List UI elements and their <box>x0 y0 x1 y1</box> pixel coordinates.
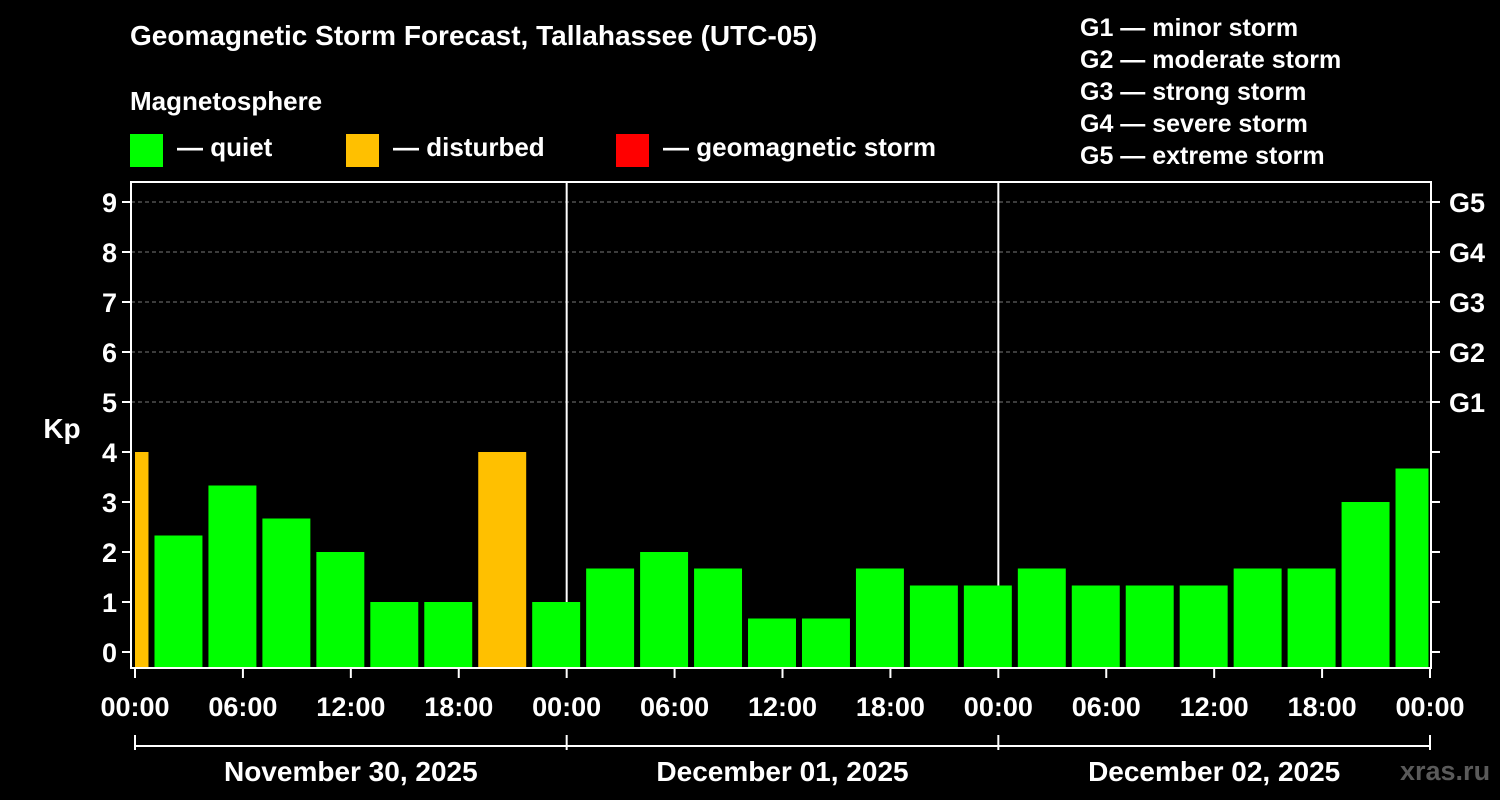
kp-bar-1 <box>154 535 203 668</box>
storm-level-g1: G1 — minor storm <box>1080 14 1299 42</box>
right-axis-label-G4: G4 <box>1449 238 1485 268</box>
chart-title: Geomagnetic Storm Forecast, Tallahassee … <box>130 20 818 51</box>
kp-bar-3 <box>262 518 311 668</box>
kp-bar-6 <box>424 602 473 668</box>
x-tick-label: 06:00 <box>208 692 277 722</box>
x-tick-label: 12:00 <box>316 692 385 722</box>
kp-bar-15 <box>909 585 958 668</box>
legend-label-quiet: — quiet <box>177 131 273 162</box>
x-tick-label: 12:00 <box>748 692 817 722</box>
legend-heading: Magnetosphere <box>130 86 323 116</box>
axes: 0 1 2 3 4 5 6 7 8 9 G1 G2 G3 G4 G5 00:00 06:00 12:00 18:00… <box>100 181 1485 787</box>
storm-level-legend: G1 — minor storm G2 — moderate storm G3 … <box>1080 12 1341 172</box>
y-tick-label: 5 <box>102 388 117 418</box>
day-label: December 02, 2025 <box>1088 756 1340 787</box>
kp-bar-10 <box>640 552 689 668</box>
bars <box>135 452 1429 668</box>
y-tick-label: 0 <box>102 638 117 668</box>
y-tick-label: 1 <box>102 588 117 618</box>
kp-bar-8 <box>532 602 581 668</box>
x-tick-label: 18:00 <box>424 692 493 722</box>
storm-level-g3: G3 — strong storm <box>1080 78 1307 106</box>
right-axis-label-G1: G1 <box>1449 388 1485 418</box>
kp-bar-16 <box>963 585 1012 668</box>
storm-level-g5: G5 — extreme storm <box>1080 142 1325 170</box>
x-tick-label: 18:00 <box>856 692 925 722</box>
x-tick-label: 06:00 <box>640 692 709 722</box>
kp-bar-5 <box>370 602 419 668</box>
kp-bar-2 <box>208 485 257 668</box>
day-label: November 30, 2025 <box>224 756 478 787</box>
watermark: xras.ru <box>1400 756 1491 786</box>
x-tick-label: 18:00 <box>1288 692 1357 722</box>
y-tick-label: 9 <box>102 188 117 218</box>
x-tick-label: 00:00 <box>532 692 601 722</box>
kp-bar-9 <box>586 568 635 668</box>
storm-level-g4: G4 — severe storm <box>1080 110 1308 138</box>
y-tick-label: 3 <box>102 488 117 518</box>
kp-bar-18 <box>1071 585 1120 668</box>
legend-swatch-disturbed <box>346 133 379 167</box>
x-tick-label: 00:00 <box>964 692 1033 722</box>
kp-bar-14 <box>855 568 904 668</box>
legend-item-disturbed: — disturbed <box>346 131 545 167</box>
kp-bar-21 <box>1233 568 1282 668</box>
right-axis-label-G3: G3 <box>1449 288 1485 318</box>
y-tick-label: 6 <box>102 338 117 368</box>
right-axis-label-G2: G2 <box>1449 338 1485 368</box>
kp-bar-0 <box>135 452 149 668</box>
legend-item-storm: — geomagnetic storm <box>616 131 937 167</box>
kp-bar-20 <box>1179 585 1228 668</box>
x-tick-label: 12:00 <box>1180 692 1249 722</box>
kp-bar-13 <box>801 618 850 668</box>
y-tick-label: 7 <box>102 288 117 318</box>
kp-bar-24 <box>1395 468 1429 668</box>
y-tick-label: 2 <box>102 538 117 568</box>
y-axis-label: Kp <box>43 413 80 444</box>
y-tick-label: 8 <box>102 238 117 268</box>
x-tick-label: 00:00 <box>100 692 169 722</box>
storm-level-g2: G2 — moderate storm <box>1080 46 1342 74</box>
kp-bar-12 <box>748 618 796 668</box>
right-axis-label-G5: G5 <box>1449 188 1485 218</box>
x-tick-label: 06:00 <box>1072 692 1141 722</box>
plot-frame <box>130 181 1432 669</box>
kp-bar-4 <box>316 552 365 668</box>
legend-label-disturbed: — disturbed <box>393 131 545 162</box>
kp-bar-11 <box>694 568 743 668</box>
kp-bar-19 <box>1125 585 1174 668</box>
x-tick-label: 00:00 <box>1395 692 1464 722</box>
y-tick-label: 4 <box>102 438 117 468</box>
kp-bar-17 <box>1017 568 1066 668</box>
day-label: December 01, 2025 <box>656 756 908 787</box>
legend-item-quiet: — quiet <box>130 131 273 167</box>
kp-bar-7 <box>478 452 527 668</box>
kp-bar-22 <box>1287 568 1336 668</box>
kp-bar-23 <box>1341 502 1390 668</box>
legend-swatch-quiet <box>130 133 163 167</box>
legend-swatch-storm <box>616 133 649 167</box>
legend-label-storm: — geomagnetic storm <box>663 131 937 162</box>
